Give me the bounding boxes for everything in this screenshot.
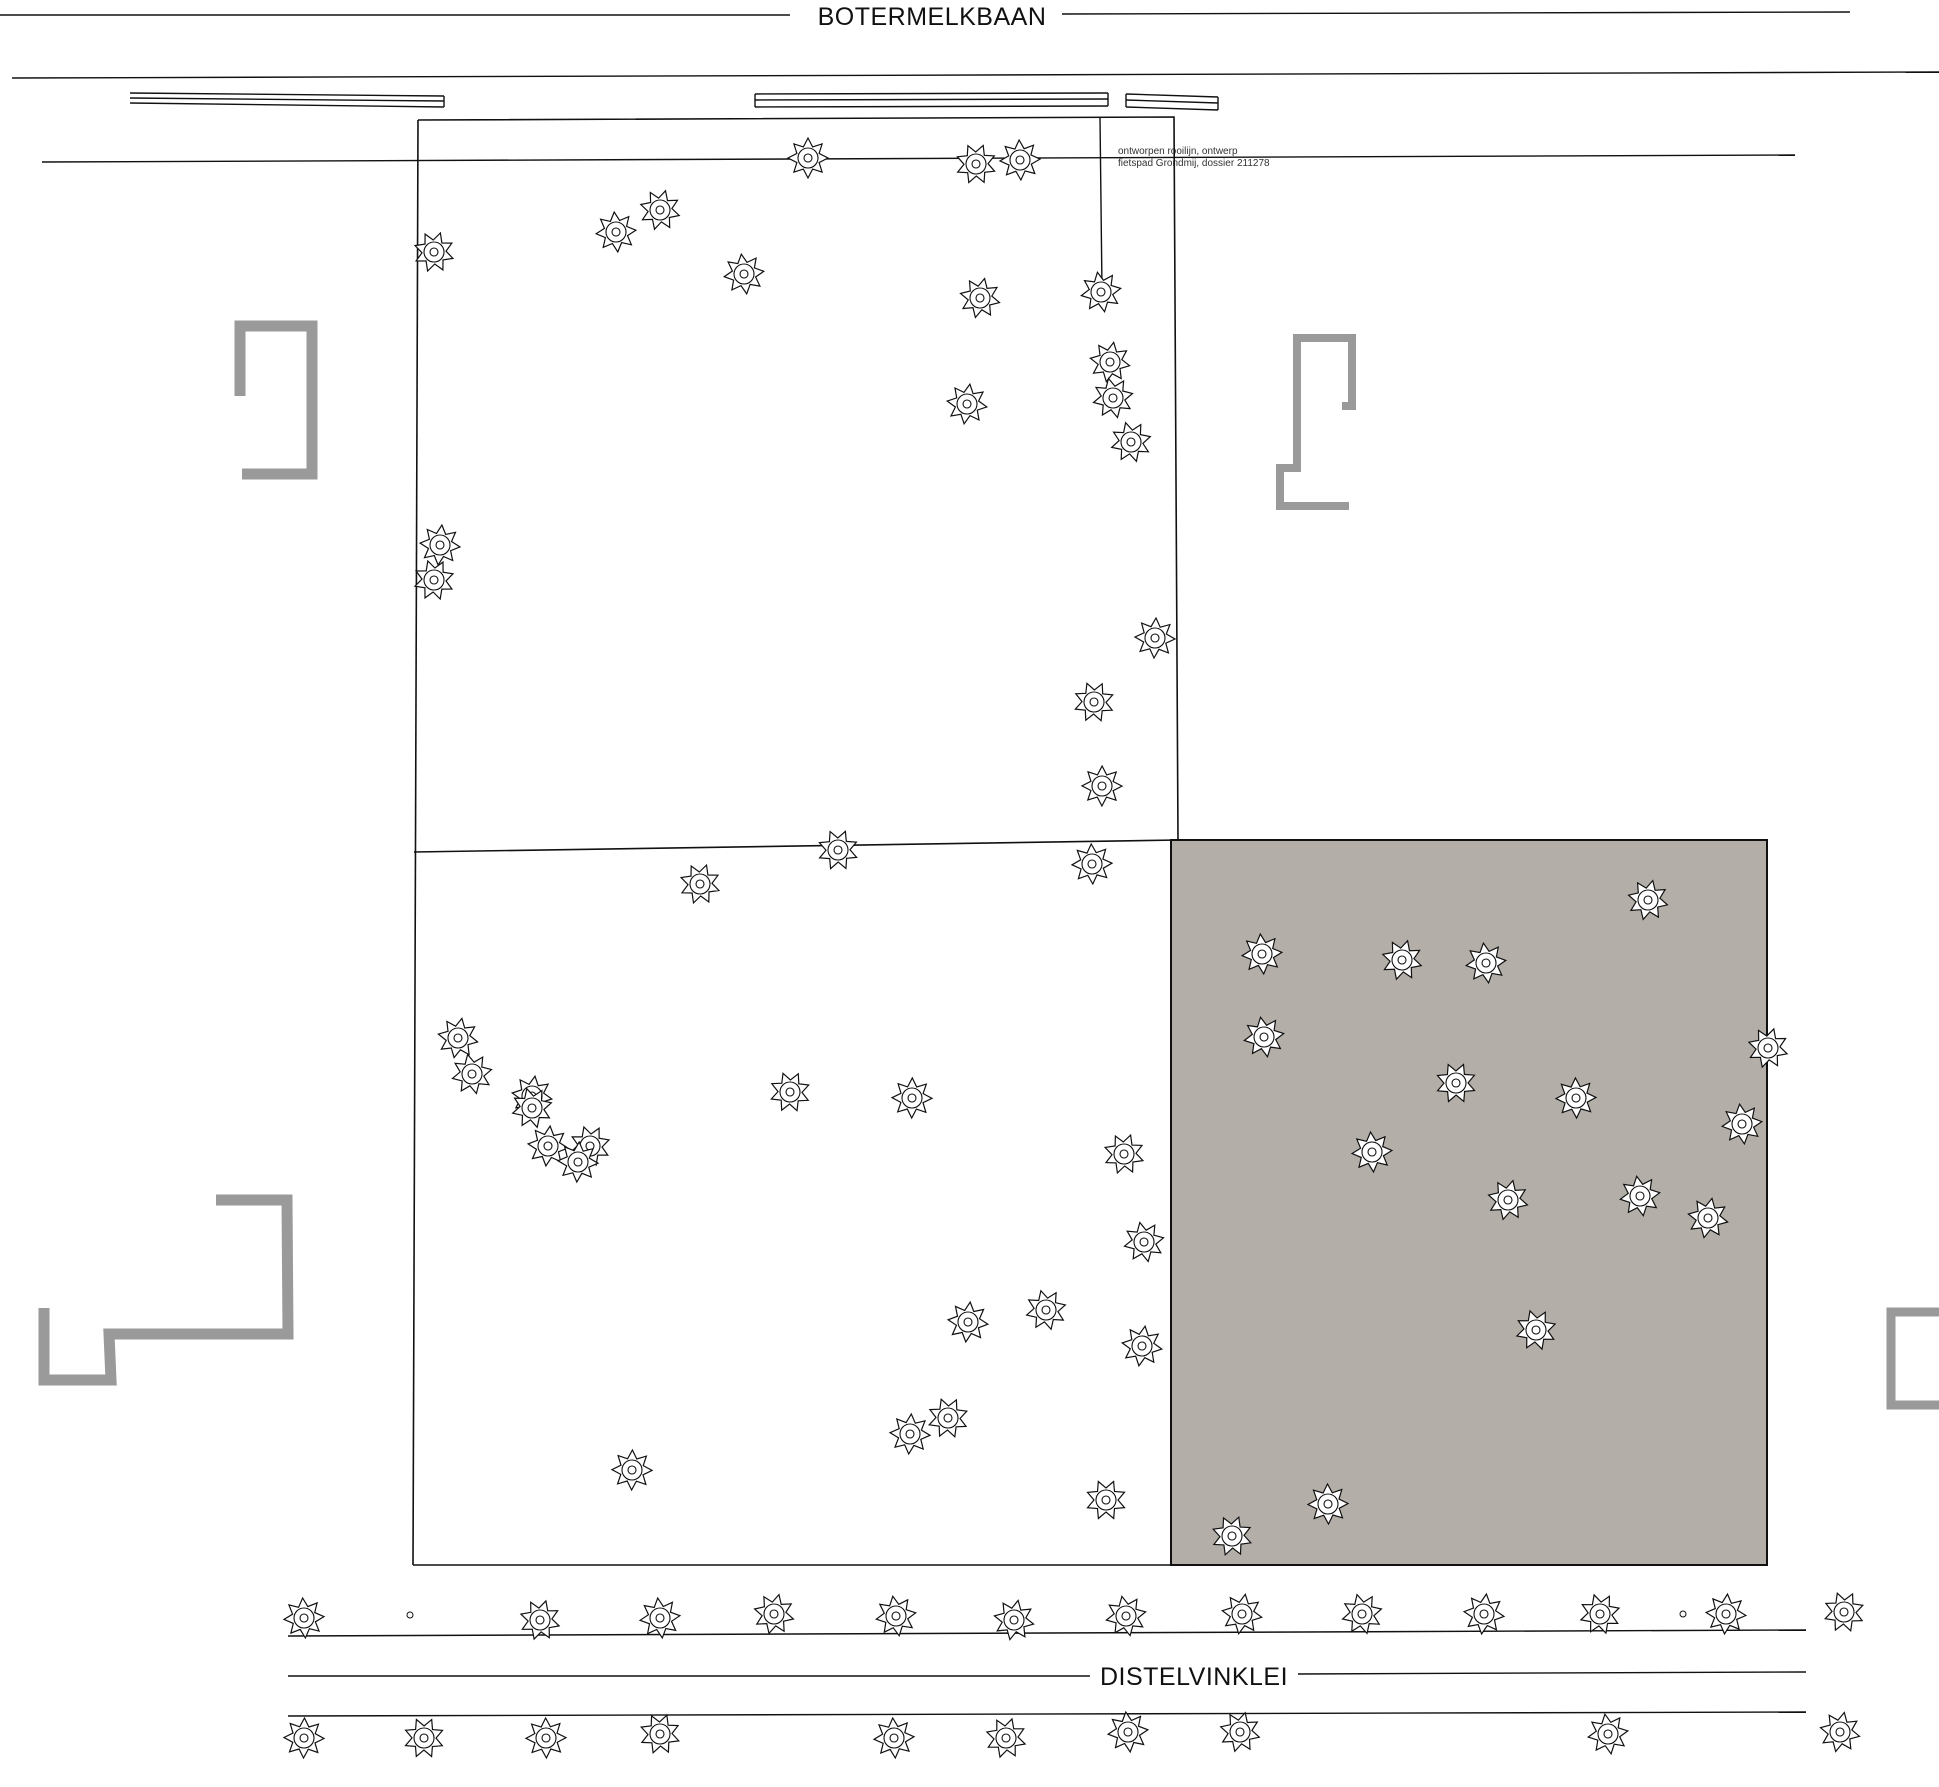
tree-icon xyxy=(1089,341,1131,383)
tree-icon xyxy=(524,1716,568,1760)
tree-icon xyxy=(1586,1712,1630,1756)
tree-icon xyxy=(1579,1593,1621,1635)
tree-icon xyxy=(511,1087,553,1129)
tree-icon xyxy=(1554,1076,1598,1120)
tree-icon xyxy=(638,1596,682,1640)
tree-icon xyxy=(1123,1221,1165,1263)
botermelkbaan-street-lines xyxy=(0,11,1939,163)
tree-icon xyxy=(786,136,830,180)
tree-icon xyxy=(639,189,681,231)
tree-icon xyxy=(451,1053,493,1095)
north-curb-segments xyxy=(129,92,1219,111)
street-name-botermelkbaan: BOTERMELKBAAN xyxy=(818,3,1047,31)
tree-icon xyxy=(985,1717,1027,1759)
tree-icon xyxy=(1627,879,1669,921)
neighbour-building-southwest xyxy=(38,1194,294,1386)
tree-icon xyxy=(1133,616,1177,660)
tree-icon xyxy=(946,1300,990,1344)
annotation-line-2: fietspad Grondmij, dossier 211278 xyxy=(1118,158,1270,169)
lot-boundaries xyxy=(412,116,1179,1566)
tree-icon xyxy=(1110,421,1152,463)
neighbour-building-northeast xyxy=(1276,334,1356,510)
trees-layer xyxy=(282,136,1865,1760)
tree-icon xyxy=(1341,1593,1383,1635)
tree-icon xyxy=(1221,1593,1263,1635)
tree-icon xyxy=(722,252,766,296)
tree-icon xyxy=(282,1596,326,1640)
tree-icon xyxy=(1819,1711,1861,1753)
annotation-leader xyxy=(1099,117,1103,291)
tree-icon xyxy=(1106,1710,1150,1754)
tree-icon xyxy=(1092,377,1134,419)
tree-icon xyxy=(1381,939,1423,981)
tree-icon xyxy=(1350,1130,1394,1174)
tree-icon xyxy=(1240,932,1284,976)
tree-icon xyxy=(1619,1175,1661,1217)
tree-icon xyxy=(1211,1515,1253,1557)
tree-icon xyxy=(1080,271,1122,313)
tree-icon xyxy=(1487,1179,1529,1221)
tree-icon xyxy=(1687,1197,1729,1239)
tree-icon xyxy=(418,523,462,567)
tree-icon xyxy=(1747,1027,1789,1069)
neighbour-building-east xyxy=(1886,1307,1939,1410)
tree-icon xyxy=(1080,764,1124,808)
tree-icon xyxy=(1070,842,1114,886)
tree-icon xyxy=(437,1017,479,1059)
tree-icon xyxy=(413,231,455,273)
neighbour-building-northwest xyxy=(234,320,318,480)
tree-icon xyxy=(1025,1289,1067,1331)
tree-icon xyxy=(519,1599,561,1641)
tree-icon xyxy=(959,277,1001,319)
tree-icon xyxy=(1436,1063,1476,1103)
street-marker xyxy=(1679,1610,1687,1618)
tree-icon xyxy=(679,863,721,905)
tree-icon xyxy=(1074,682,1114,722)
tree-icon xyxy=(956,144,996,184)
tree-icon xyxy=(945,382,989,426)
tree-icon xyxy=(872,1716,916,1760)
tree-icon xyxy=(1086,1480,1126,1520)
tree-icon xyxy=(1462,1592,1506,1636)
tree-icon xyxy=(594,210,638,254)
tree-icon xyxy=(526,1124,570,1168)
tree-icon xyxy=(1105,1595,1147,1637)
tree-icon xyxy=(1243,1016,1285,1058)
tree-icon xyxy=(993,1599,1035,1641)
tree-icon xyxy=(753,1593,795,1635)
distelvinklei-street-lines xyxy=(287,1629,1807,1717)
tree-icon xyxy=(927,1397,969,1439)
tree-icon xyxy=(998,138,1042,182)
tree-icon xyxy=(413,559,455,601)
tree-icon xyxy=(1720,1102,1764,1146)
tree-icon xyxy=(1704,1592,1748,1636)
tree-icon xyxy=(1103,1133,1145,1175)
tree-icon xyxy=(404,1718,444,1758)
street-marker xyxy=(406,1611,414,1619)
tree-icon xyxy=(1464,941,1508,985)
tree-icon xyxy=(1219,1711,1261,1753)
tree-icon xyxy=(1306,1482,1350,1526)
annotation-line-1: ontworpen rooilijn, ontwerp xyxy=(1118,146,1238,157)
tree-icon xyxy=(1515,1309,1557,1351)
tree-icon xyxy=(770,1072,810,1112)
street-name-distelvinklei: DISTELVINKLEI xyxy=(1100,1663,1288,1691)
tree-icon xyxy=(875,1595,917,1637)
tree-icon xyxy=(1120,1324,1164,1368)
tree-icon xyxy=(282,1716,326,1760)
tree-icon xyxy=(818,830,858,870)
tree-icon xyxy=(639,1713,681,1755)
tree-icon xyxy=(888,1412,932,1456)
tree-icon xyxy=(610,1448,654,1492)
tree-icon xyxy=(1823,1591,1865,1633)
tree-icon xyxy=(556,1140,600,1184)
tree-icon xyxy=(890,1076,934,1120)
